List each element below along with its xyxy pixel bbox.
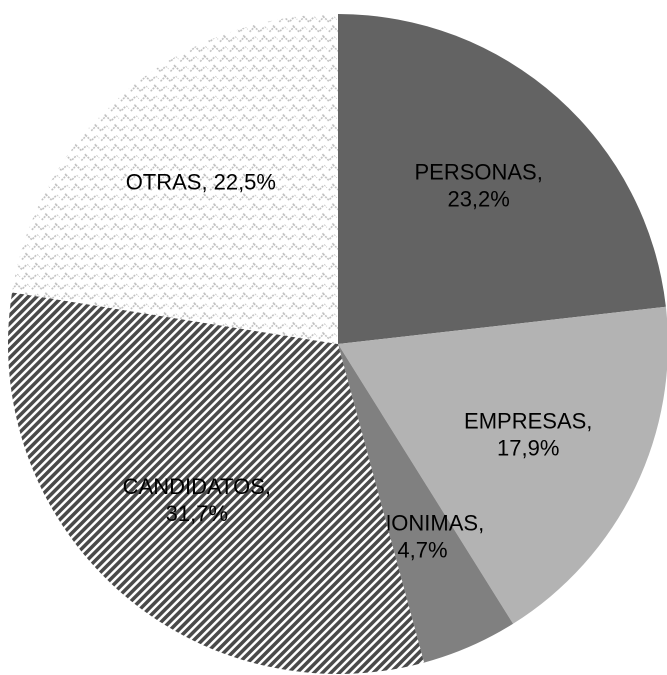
slice-value-label: 31,7% [166,501,228,526]
slice-category: EMPRESAS, [464,409,592,434]
slice-category: PERSONAS, [414,159,542,184]
slice-value-label: 4,7% [397,537,447,562]
pie-slice [12,14,339,344]
pie-slice [8,292,425,674]
pie-slice [338,14,666,344]
slice-label: OTRAS, 22,5% [126,169,276,194]
slice-category: OTRAS, [126,169,208,194]
slice-value-label: 17,9% [497,436,559,461]
slice-value-label: 22,5% [214,169,276,194]
slice-value-label: 23,2% [447,186,509,211]
slice-category: CANDIDATOS, [123,474,271,499]
pie-slice [338,344,514,663]
pie-slice [338,306,667,624]
